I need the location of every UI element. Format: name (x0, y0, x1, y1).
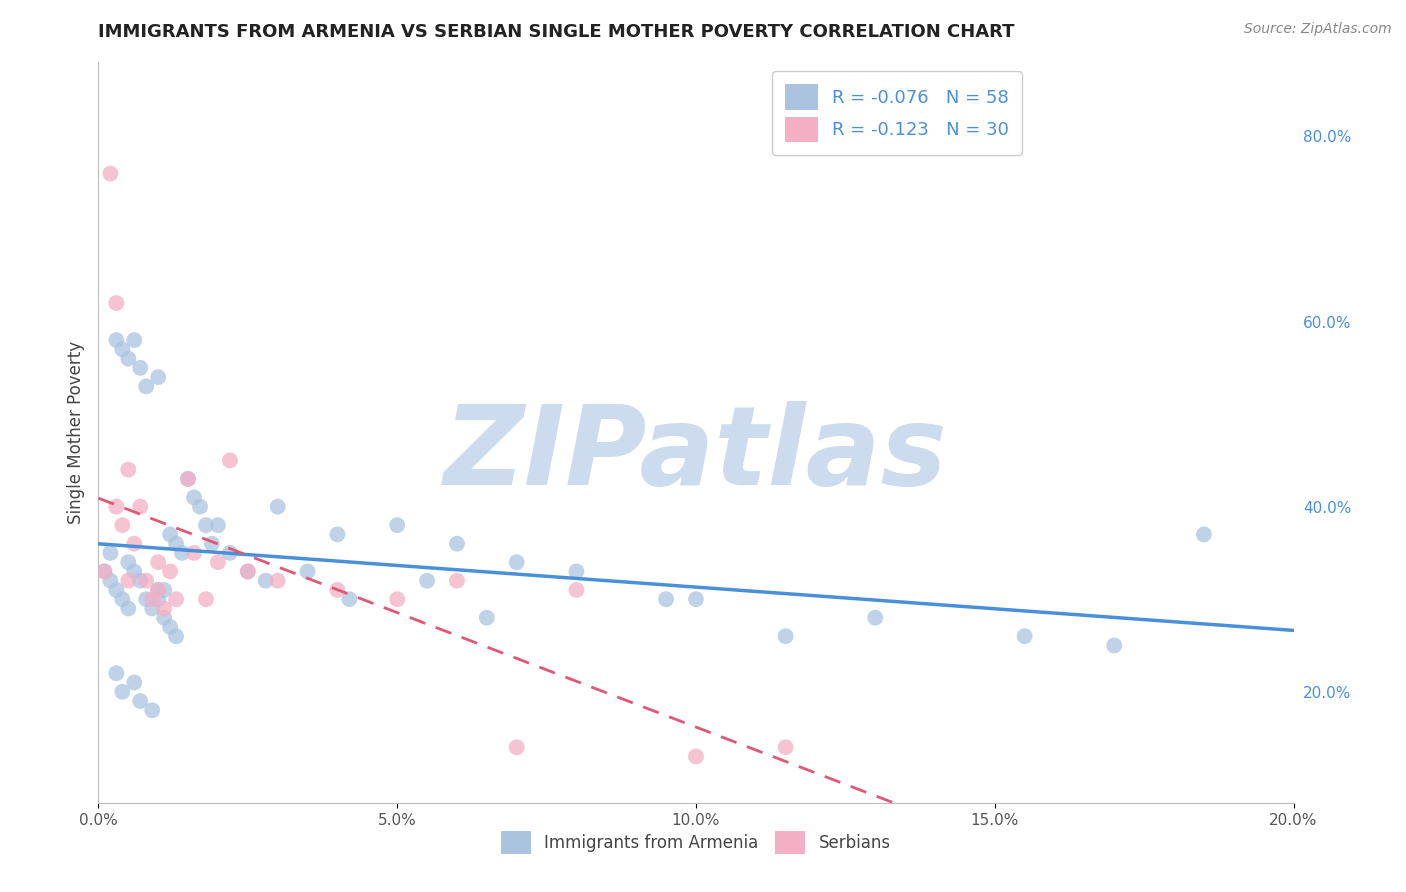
Point (219, 453, 242, 467)
Point (565, 582, 588, 597)
Point (183, 546, 205, 560)
Point (446, 536, 468, 550)
Text: Source: ZipAtlas.com: Source: ZipAtlas.com (1244, 22, 1392, 37)
Point (685, 592, 707, 607)
Point (105, 500, 128, 514)
Point (124, 565, 146, 579)
Point (385, 518, 409, 533)
Point (446, 574, 468, 588)
Point (1192, 527, 1215, 541)
Point (93, 565, 115, 579)
Point (135, 379, 157, 393)
Point (141, 601, 163, 615)
Text: ZIPatlas: ZIPatlas (444, 401, 948, 508)
Point (1014, 629, 1036, 643)
Point (506, 740, 529, 755)
Point (685, 749, 707, 764)
Point (135, 574, 157, 588)
Point (124, 675, 146, 690)
Point (326, 527, 349, 541)
Point (98, 546, 122, 560)
Point (195, 592, 218, 607)
Point (177, 472, 200, 486)
Point (111, 592, 134, 607)
Point (865, 610, 887, 624)
Point (207, 518, 229, 533)
Point (129, 574, 152, 588)
Point (165, 629, 187, 643)
Point (655, 592, 678, 607)
Point (141, 703, 163, 717)
Point (117, 601, 139, 615)
Point (475, 610, 498, 624)
Point (105, 582, 128, 597)
Point (124, 536, 146, 550)
Point (183, 491, 205, 505)
Point (111, 343, 134, 357)
Point (117, 574, 139, 588)
Point (98, 166, 122, 180)
Point (195, 518, 218, 533)
Point (98, 574, 122, 588)
Legend: Immigrants from Armenia, Serbians: Immigrants from Armenia, Serbians (495, 824, 897, 861)
Point (135, 592, 157, 607)
Point (129, 360, 152, 375)
Point (267, 500, 290, 514)
Point (129, 500, 152, 514)
Point (117, 351, 139, 366)
Point (177, 472, 200, 486)
Point (326, 582, 349, 597)
Point (565, 565, 588, 579)
Point (124, 333, 146, 347)
Text: IMMIGRANTS FROM ARMENIA VS SERBIAN SINGLE MOTHER POVERTY CORRELATION CHART: IMMIGRANTS FROM ARMENIA VS SERBIAN SINGL… (98, 23, 1015, 41)
Point (105, 333, 128, 347)
Point (153, 582, 176, 597)
Point (111, 518, 134, 533)
Point (105, 296, 128, 310)
Point (165, 592, 187, 607)
Point (148, 370, 170, 384)
Point (775, 629, 797, 643)
Point (148, 582, 170, 597)
Y-axis label: Single Mother Poverty: Single Mother Poverty (66, 341, 84, 524)
Point (1104, 639, 1126, 653)
Point (159, 565, 181, 579)
Point (159, 620, 181, 634)
Point (506, 555, 529, 569)
Point (93, 565, 115, 579)
Point (775, 740, 797, 755)
Point (339, 592, 361, 607)
Point (148, 555, 170, 569)
Point (148, 582, 170, 597)
Point (117, 555, 139, 569)
Point (105, 666, 128, 681)
Point (111, 685, 134, 699)
Point (129, 694, 152, 708)
Point (188, 500, 211, 514)
Point (153, 601, 176, 615)
Point (141, 592, 163, 607)
Point (201, 536, 224, 550)
Point (416, 574, 439, 588)
Point (236, 565, 259, 579)
Point (254, 574, 277, 588)
Point (236, 565, 259, 579)
Point (148, 592, 170, 607)
Point (385, 592, 409, 607)
Point (159, 527, 181, 541)
Point (172, 546, 194, 560)
Point (297, 565, 319, 579)
Point (153, 610, 176, 624)
Point (267, 574, 290, 588)
Point (117, 462, 139, 476)
Point (207, 555, 229, 569)
Point (219, 546, 242, 560)
Point (165, 536, 187, 550)
